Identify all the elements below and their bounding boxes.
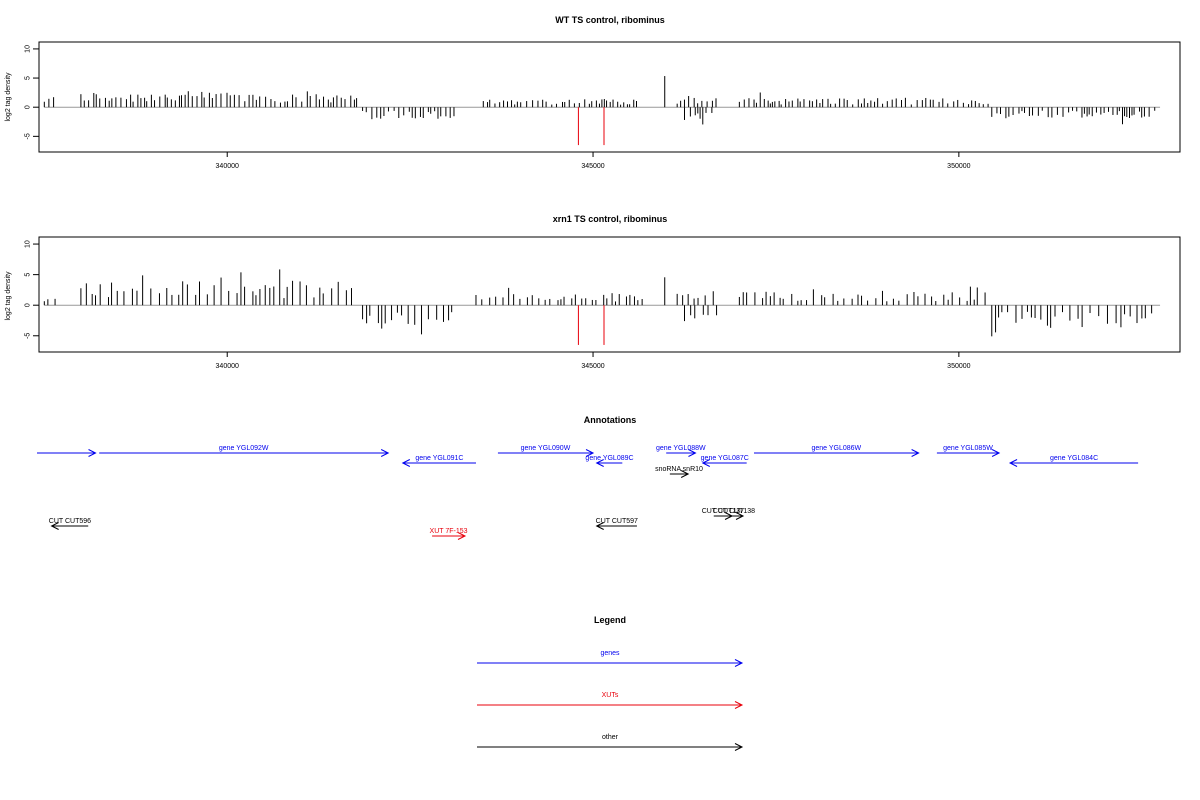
x-axis-xrn1: 340000 345000 350000 [216, 352, 971, 370]
y-tick-label: 10 [25, 240, 32, 248]
feature-arrow: gene YGL090W [497, 445, 595, 457]
y-tick-label: 0 [25, 303, 32, 307]
legend-label: XUTs [602, 692, 619, 699]
feature-label: CUT CUT138 [713, 508, 755, 515]
y-tick-label: -5 [25, 133, 32, 139]
x-tick-label: 340000 [216, 363, 239, 370]
feature-label: snoRNA snR10 [655, 466, 703, 473]
feature-label: gene YGL091C [415, 455, 463, 462]
legend-entries: genes XUTs other [477, 650, 744, 751]
feature-arrow: gene YGL089C [585, 455, 634, 467]
feature-label: gene YGL084C [1050, 455, 1098, 462]
feature-label: gene YGL087C [701, 455, 749, 462]
feature-label: gene YGL090W [521, 445, 571, 452]
y-tick-label: 10 [25, 45, 32, 53]
track-panel-wt: WT TS control, ribominus log2 tag densit… [5, 15, 1181, 170]
plot-frame-wt [38, 41, 1181, 153]
feature-label: gene YGL086W [811, 445, 861, 452]
feature-label: gene YGL085W [943, 445, 993, 452]
feature-arrow: gene YGL084C [1008, 455, 1139, 467]
feature-arrow: CUT CUT596 [49, 518, 91, 530]
feature-label: XUT 7F-153 [430, 528, 468, 535]
feature-label: gene YGL092W [219, 445, 269, 452]
x-tick-label: 350000 [947, 163, 970, 170]
feature-label: gene YGL089C [585, 455, 633, 462]
y-axis-label-wt: log2 tag density [5, 72, 12, 122]
feature-label: CUT CUT596 [49, 518, 91, 525]
legend-label: genes [600, 650, 620, 657]
annotations-title: Annotations [584, 415, 637, 425]
x-tick-label: 345000 [581, 363, 604, 370]
plot-frame-xrn1 [38, 236, 1181, 353]
feature-arrows: gene YGL092W gene YGL091C gene YGL090W gene… [37, 445, 1139, 540]
track-panel-xrn1: xrn1 TS control, ribominus log2 tag dens… [5, 214, 1181, 370]
feature-arrow: CUT CUT138 [713, 508, 755, 520]
feature-label: gene YGL088W [656, 445, 706, 452]
feature-arrow: gene YGL092W [99, 445, 390, 457]
feature-arrow: snoRNA snR10 [655, 466, 703, 478]
x-tick-label: 350000 [947, 363, 970, 370]
y-tick-label: 0 [25, 105, 32, 109]
legend-label: other [602, 734, 619, 741]
feature-arrow: gene YGL086W [753, 445, 920, 457]
x-tick-label: 340000 [216, 163, 239, 170]
y-tick-label: 5 [25, 273, 32, 277]
feature-label: CUT CUT597 [596, 518, 638, 525]
feature-arrow [37, 449, 97, 457]
feature-arrow: XUT 7F-153 [430, 528, 468, 540]
legend-title: Legend [594, 615, 626, 625]
legend-entry: XUTs [477, 692, 744, 709]
x-axis-wt: 340000 345000 350000 [216, 152, 971, 170]
y-axis-label-xrn1: log2 tag density [5, 271, 12, 321]
feature-arrow: gene YGL091C [401, 455, 476, 467]
feature-arrow: gene YGL085W [936, 445, 1001, 457]
feature-arrow: gene YGL087C [701, 455, 749, 467]
y-axis-wt: -5 0 5 10 [25, 45, 39, 139]
feature-arrow: gene YGL088W [656, 445, 706, 457]
x-tick-label: 345000 [581, 163, 604, 170]
feature-label: CUT CUT137 [702, 508, 744, 515]
y-axis-xrn1: -5 0 5 10 [25, 240, 39, 339]
signal-bars-xrn1 [43, 269, 1161, 345]
track-title-wt: WT TS control, ribominus [555, 15, 665, 25]
track-title-xrn1: xrn1 TS control, ribominus [553, 214, 668, 224]
legend-entry: other [477, 734, 744, 751]
legend: Legend genes XUTs other [477, 615, 744, 751]
legend-entry: genes [477, 650, 744, 667]
signal-bars-wt [43, 76, 1161, 146]
feature-arrow: CUT CUT597 [595, 518, 638, 530]
y-tick-label: -5 [25, 333, 32, 339]
y-tick-label: 5 [25, 76, 32, 80]
